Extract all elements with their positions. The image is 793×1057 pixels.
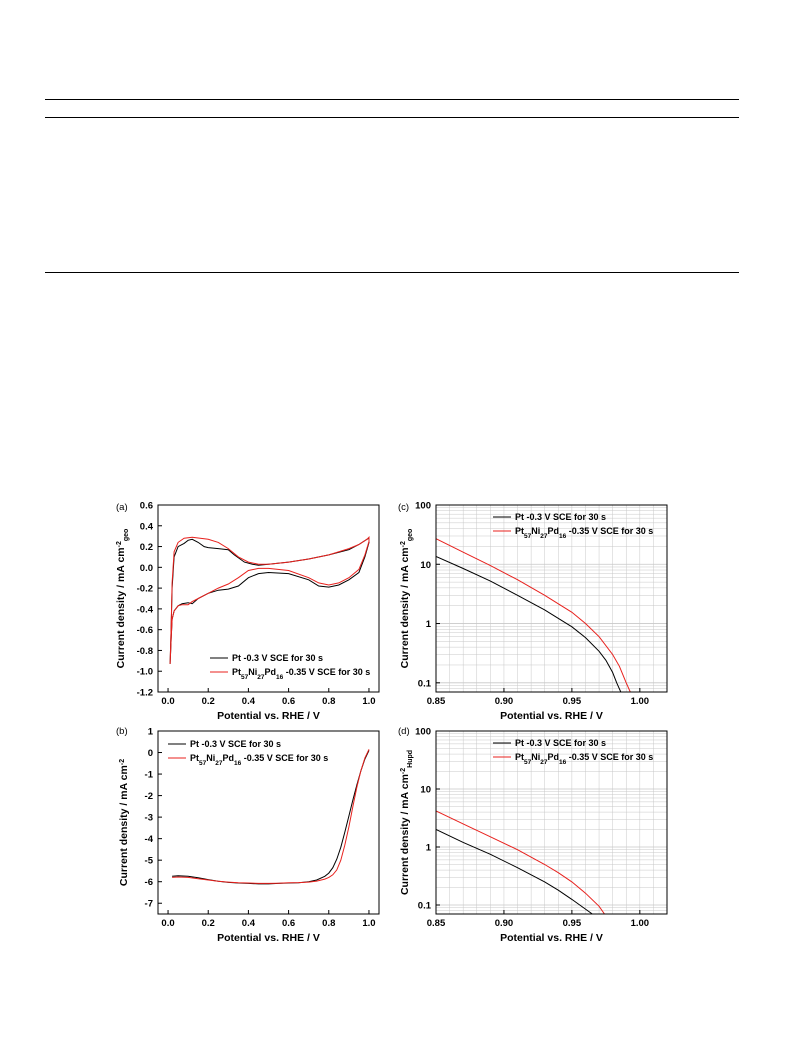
y-tick-label: 0: [148, 748, 153, 759]
y-tick-label: 100: [415, 501, 431, 512]
plot-frame: [435, 504, 668, 693]
legend-label: Pt -0.3 V SCE for 30 s: [515, 738, 606, 748]
legend-label: Pt57Ni27Pd16 -0.35 V SCE for 30 s: [515, 526, 653, 540]
legend-label: Pt -0.3 V SCE for 30 s: [232, 653, 323, 663]
y-tick-label: -1: [145, 770, 154, 781]
y-tick-label: 0.4: [140, 521, 154, 532]
series-line-pt: [169, 537, 370, 665]
legend-label: Pt57Ni27Pd16 -0.35 V SCE for 30 s: [190, 753, 328, 767]
series-line-ptnipd: [172, 749, 370, 884]
y-tick-label: -1.2: [137, 688, 153, 699]
x-axis-label: Potential vs. RHE / V: [217, 932, 320, 944]
y-tick-label: -2: [145, 791, 153, 802]
x-axis-label: Potential vs. RHE / V: [500, 710, 603, 722]
legend: Pt -0.3 V SCE for 30 s Pt57Ni27Pd16 -0.35…: [210, 653, 370, 681]
y-tick-label: 100: [415, 727, 431, 738]
y-tick-label: -0.2: [137, 584, 153, 595]
series-line-ptnipd: [436, 810, 605, 914]
x-tick-label: 0.6: [282, 918, 295, 929]
y-axis-label: Current density / mA cm-2: [118, 759, 130, 886]
legend: Pt -0.3 V SCE for 30 s Pt57Ni27Pd16 -0.35…: [493, 512, 653, 540]
x-tick-label: 0.95: [563, 918, 582, 929]
y-tick-label: -6: [145, 877, 153, 888]
y-tick-label: 10: [420, 560, 431, 571]
chart-panel-d: 0.85 0.90 0.95 1.00 0.1 1 10 100 (d) Potential vs…: [398, 726, 668, 944]
y-tick-label: -1.0: [137, 667, 153, 678]
y-axis-label: Current density / mA cm-2Hupd: [399, 750, 414, 895]
series-line-ptnipd: [169, 535, 370, 665]
y-tick-label: 1: [426, 843, 432, 854]
table-top-rule: [45, 99, 739, 100]
x-tick-label: 0.95: [563, 696, 582, 707]
y-tick-label: -0.4: [137, 604, 154, 615]
y-tick-label: -0.6: [137, 625, 153, 636]
y-tick-label: -7: [145, 899, 153, 910]
y-tick-label: 0.1: [418, 901, 432, 912]
x-tick-label: 0.8: [322, 918, 335, 929]
panel-label: (d): [398, 726, 410, 737]
x-tick-label: 0.4: [242, 918, 256, 929]
plot-frame: [157, 504, 380, 693]
x-tick-label: 1.0: [362, 918, 375, 929]
x-tick-label: 0.6: [282, 696, 295, 707]
x-axis-label: Potential vs. RHE / V: [500, 932, 603, 944]
series-line-pt: [436, 556, 622, 692]
legend-label: Pt57Ni27Pd16 -0.35 V SCE for 30 s: [232, 667, 370, 681]
y-tick-label: 1: [426, 619, 432, 630]
x-tick-label: 0.8: [322, 696, 335, 707]
x-tick-label: 1.00: [631, 696, 650, 707]
y-tick-label: 0.6: [140, 501, 153, 512]
x-tick-label: 1.00: [631, 918, 650, 929]
table-header-rule: [45, 117, 739, 118]
chart-panel-c: 0.85 0.90 0.95 1.00 0.1 1 10 100 (c) Potential vs…: [398, 501, 668, 722]
x-tick-label: 0.85: [427, 696, 446, 707]
panel-label: (c): [398, 502, 409, 513]
y-tick-label: -5: [145, 856, 154, 867]
x-tick-label: 0.0: [161, 918, 174, 929]
y-tick-label: -0.8: [137, 646, 153, 657]
y-tick-label: 10: [420, 785, 431, 796]
x-tick-label: 0.90: [495, 918, 514, 929]
y-axis-label: Current density / mA cm-2geo: [399, 529, 414, 669]
plot-frame: [157, 730, 380, 915]
panel-label: (a): [116, 502, 128, 513]
x-tick-label: 0.2: [202, 696, 215, 707]
panel-label: (b): [116, 726, 128, 737]
chart-panel-a: 0.0 0.2 0.4 0.6 0.8 1.0 -1.2 -1.0 -0.8 -0.6 -0.4 -0…: [115, 501, 380, 722]
legend-label: Pt -0.3 V SCE for 30 s: [190, 739, 281, 749]
y-tick-label: -3: [145, 813, 153, 824]
x-tick-label: 0.0: [161, 696, 174, 707]
y-tick-label: 0.2: [140, 542, 153, 553]
x-tick-label: 0.4: [242, 696, 256, 707]
x-axis-label: Potential vs. RHE / V: [217, 710, 320, 722]
plot-frame: [435, 730, 668, 915]
legend: Pt -0.3 V SCE for 30 s Pt57Ni27Pd16 -0.35…: [168, 739, 328, 767]
series-line-pt: [436, 829, 593, 914]
x-tick-label: 1.0: [362, 696, 375, 707]
y-axis-label: Current density / mA cm-2geo: [115, 529, 130, 669]
legend-label: Pt -0.3 V SCE for 30 s: [515, 512, 606, 522]
x-tick-label: 0.90: [495, 696, 514, 707]
legend-label: Pt57Ni27Pd16 -0.35 V SCE for 30 s: [515, 752, 653, 766]
x-tick-label: 0.2: [202, 918, 215, 929]
y-tick-label: 1: [148, 727, 154, 738]
chart-panel-b: 0.0 0.2 0.4 0.6 0.8 1.0 -7 -6 -5 -4 -3 -2 -1 0 1 (b) Pot…: [116, 726, 380, 944]
y-tick-label: 0.0: [140, 563, 153, 574]
y-tick-label: 0.1: [418, 678, 432, 689]
legend: Pt -0.3 V SCE for 30 s Pt57Ni27Pd16 -0.35…: [493, 738, 653, 766]
table-bottom-rule: [45, 272, 739, 273]
series-line-ptnipd: [436, 538, 631, 692]
y-tick-label: -4: [145, 834, 154, 845]
x-tick-label: 0.85: [427, 918, 446, 929]
